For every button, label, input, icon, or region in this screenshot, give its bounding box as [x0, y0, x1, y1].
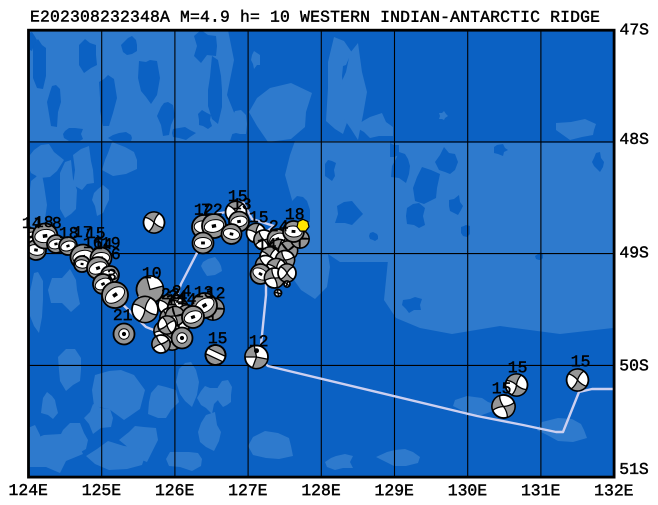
svg-text:10: 10: [142, 264, 162, 283]
svg-text:13: 13: [194, 283, 214, 302]
svg-text:15: 15: [571, 352, 591, 371]
svg-text:15: 15: [492, 379, 512, 398]
svg-text:3: 3: [107, 266, 117, 285]
svg-text:19: 19: [101, 234, 121, 253]
svg-text:18: 18: [285, 205, 305, 224]
svg-text:125E: 125E: [82, 481, 121, 500]
svg-text:132E: 132E: [594, 481, 633, 500]
svg-text:7: 7: [201, 201, 211, 220]
svg-text:48S: 48S: [619, 130, 649, 149]
svg-text:16: 16: [83, 234, 103, 253]
svg-text:13: 13: [232, 195, 252, 214]
svg-text:12: 12: [206, 284, 226, 303]
svg-text:15: 15: [208, 329, 228, 348]
svg-text:126E: 126E: [155, 481, 194, 500]
svg-text:124E: 124E: [9, 481, 48, 500]
svg-text:128E: 128E: [301, 481, 340, 500]
svg-text:15: 15: [508, 358, 528, 377]
svg-text:24: 24: [168, 287, 188, 306]
svg-text:23: 23: [161, 285, 181, 304]
svg-text:E202308232348A M=4.9 h= 10 WES: E202308232348A M=4.9 h= 10 WESTERN INDIA…: [30, 8, 600, 27]
svg-text:51S: 51S: [619, 460, 649, 479]
svg-text:18: 18: [34, 213, 54, 232]
svg-text:50S: 50S: [619, 356, 649, 375]
svg-text:24: 24: [269, 217, 289, 236]
svg-text:47S: 47S: [619, 20, 649, 39]
svg-text:127E: 127E: [228, 481, 267, 500]
svg-text:49S: 49S: [619, 243, 649, 262]
svg-text:131E: 131E: [521, 481, 560, 500]
svg-text:12: 12: [194, 201, 214, 220]
svg-text:130E: 130E: [448, 481, 487, 500]
svg-text:6: 6: [111, 245, 121, 264]
svg-text:15: 15: [249, 208, 269, 227]
svg-text:14: 14: [257, 235, 277, 254]
svg-text:24: 24: [172, 282, 192, 301]
svg-text:21: 21: [113, 306, 133, 325]
svg-text:12: 12: [249, 332, 269, 351]
svg-text:129E: 129E: [375, 481, 414, 500]
svg-text:15: 15: [228, 187, 248, 206]
svg-text:14: 14: [22, 214, 42, 233]
svg-text:14: 14: [166, 291, 186, 310]
svg-text:18: 18: [59, 224, 79, 243]
svg-text:8: 8: [52, 214, 62, 233]
svg-text:14: 14: [177, 290, 197, 309]
svg-text:17: 17: [73, 223, 93, 242]
svg-text:2: 2: [213, 201, 223, 220]
svg-text:14: 14: [93, 235, 113, 254]
svg-text:15: 15: [86, 224, 106, 243]
